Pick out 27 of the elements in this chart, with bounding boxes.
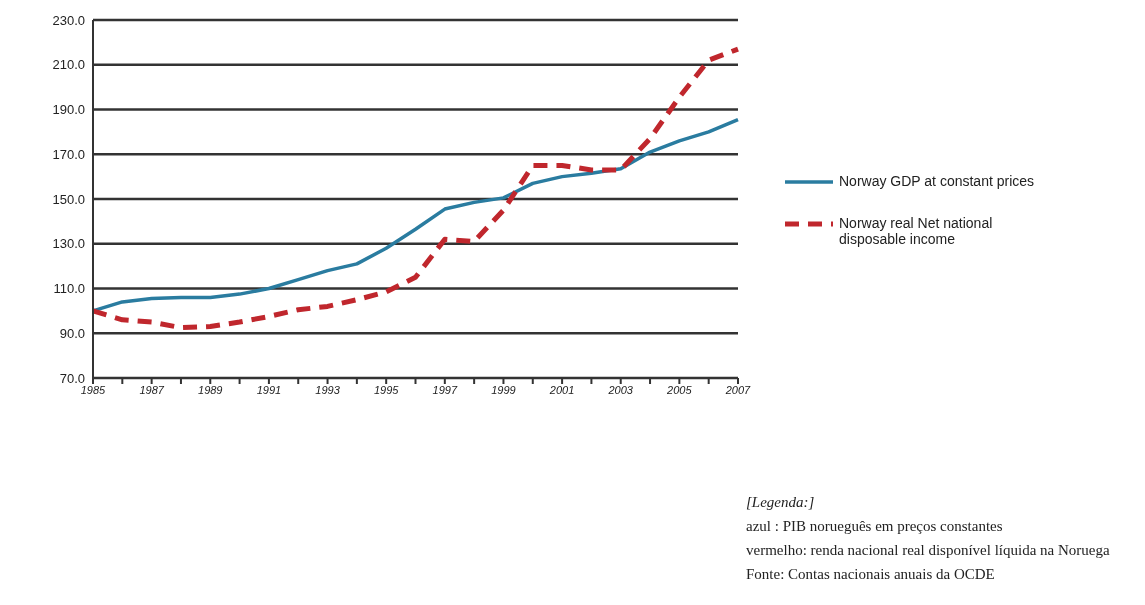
text: [Legenda:] <box>746 493 816 512</box>
x-tick-label: 2001 <box>548 383 575 396</box>
x-tick-label: 1991 <box>256 383 282 396</box>
y-tick-label: 110.0 <box>53 281 85 297</box>
y-tick-label: 130.0 <box>52 236 85 252</box>
x-tick-label: 1993 <box>315 383 341 396</box>
x-tick-label: 1987 <box>139 383 165 396</box>
x-tick-label: 1995 <box>373 383 400 396</box>
y-tick-label: 170.0 <box>52 146 85 162</box>
y-tick-label: 190.0 <box>52 102 85 118</box>
x-tick-label: 2003 <box>607 383 634 396</box>
y-tick-label: 210.0 <box>52 57 85 73</box>
text: vermelho: renda nacional real disponível líquida na Noruega <box>746 541 1110 560</box>
x-tick-label: 1999 <box>491 383 516 396</box>
legend-label: Norway GDP at constant prices <box>839 173 1035 189</box>
x-tick-label: 2005 <box>666 383 693 396</box>
x-tick-label: 1989 <box>198 383 223 396</box>
legend-label: Norway real Net national disposable income <box>839 215 994 247</box>
x-tick-label: 1997 <box>432 383 458 396</box>
y-tick-label: 230.0 <box>52 12 85 28</box>
x-tick-label: 2007 <box>724 383 752 396</box>
source-note: Fonte: Contas nacionais anuais da OCDE <box>746 565 996 584</box>
y-tick-label: 90.0 <box>59 325 85 341</box>
y-tick-label: 150.0 <box>52 191 85 207</box>
x-tick-label: 1985 <box>80 383 107 396</box>
y-tick-label: 70.0 <box>59 370 85 386</box>
text: azul : PIB norueguês em preços constantes <box>746 517 1004 536</box>
